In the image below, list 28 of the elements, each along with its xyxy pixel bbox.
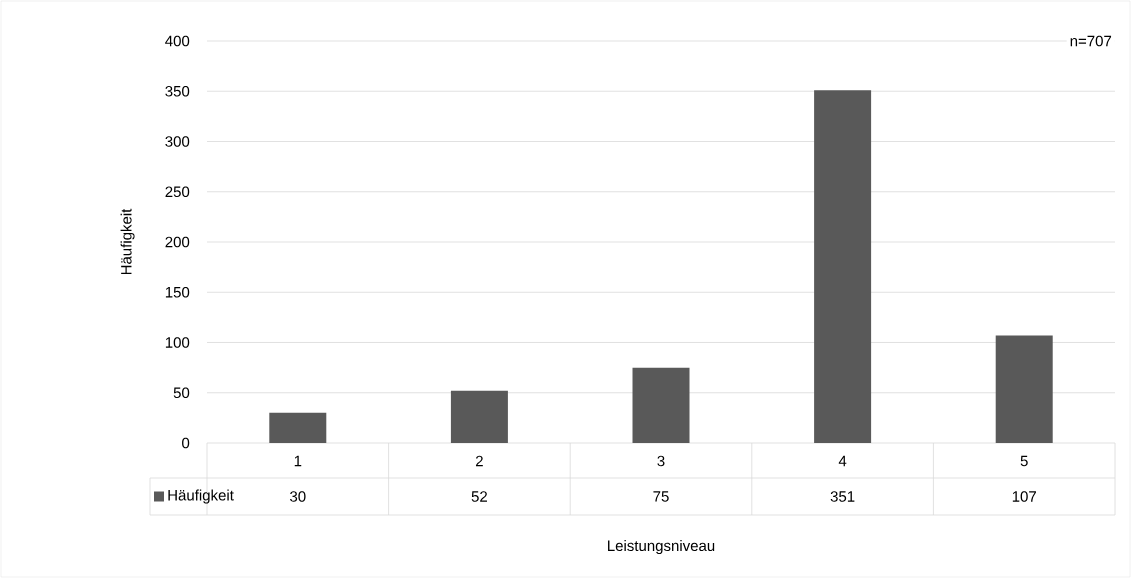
- bar: [995, 335, 1053, 443]
- y-tick-label: 0: [182, 437, 190, 449]
- x-tick-label: 1: [294, 455, 302, 467]
- data-label: 75: [653, 491, 669, 502]
- bar: [814, 90, 872, 443]
- y-tick-label: 100: [165, 337, 190, 348]
- y-tick-label: 350: [165, 85, 190, 97]
- bar: [632, 367, 690, 443]
- x-tick-label: 3: [657, 455, 665, 467]
- data-label: 52: [471, 491, 487, 502]
- y-tick-label: 150: [165, 286, 190, 298]
- annotation: n=707: [1070, 35, 1112, 47]
- legend-label: Häufigkeit: [168, 489, 234, 504]
- bar: [450, 390, 508, 443]
- y-tick-label: 400: [165, 35, 190, 47]
- data-label: 107: [1012, 491, 1036, 502]
- x-axis-title: Leistungsniveau: [608, 540, 715, 554]
- data-label: 30: [290, 491, 306, 502]
- x-tick-label: 5: [1020, 455, 1028, 467]
- y-axis-title: Häufigkeit: [120, 208, 135, 275]
- data-label: 351: [830, 491, 855, 502]
- y-tick-label: 300: [165, 136, 190, 147]
- bar: [269, 412, 327, 443]
- y-tick-label: 200: [165, 236, 190, 248]
- x-tick-label: 4: [838, 455, 847, 467]
- y-tick-label: 250: [165, 186, 190, 198]
- x-tick-label: 2: [475, 455, 483, 467]
- y-tick-label: 50: [173, 387, 190, 399]
